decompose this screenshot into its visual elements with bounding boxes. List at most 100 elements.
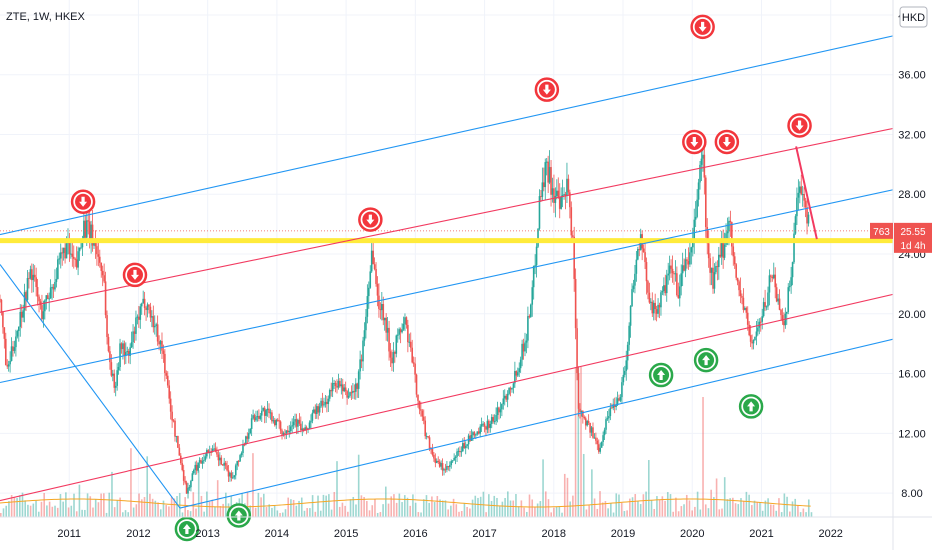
candle-body [391, 357, 393, 364]
candle-body [454, 456, 457, 459]
candle-body [647, 281, 649, 293]
volume-bar [379, 512, 382, 517]
volume-bar [420, 512, 422, 517]
volume-bar [737, 504, 740, 517]
volume-bar [677, 511, 680, 517]
volume-bar [479, 496, 482, 517]
volume-bar [78, 484, 81, 517]
candle-body [551, 188, 554, 195]
volume-bar [436, 496, 439, 517]
candle-body [571, 235, 574, 237]
candle-body [224, 462, 227, 466]
volume-bar [715, 478, 718, 517]
buy-signal-icon-arrow [182, 523, 191, 534]
volume-bar [574, 367, 577, 517]
candle-body [305, 427, 308, 430]
volume-bar [740, 498, 742, 517]
candle-body [783, 321, 785, 326]
candle-body [155, 324, 158, 326]
sell-signal-icon-arrow [79, 196, 88, 207]
candle-body [139, 306, 142, 320]
volume-bar [298, 500, 300, 517]
candle-body [123, 343, 126, 356]
candle-body [509, 388, 512, 390]
volume-bar [290, 499, 292, 517]
candle-body [657, 304, 659, 314]
volume-bar [355, 504, 357, 517]
candle-body [731, 222, 733, 247]
volume-bar [81, 509, 83, 517]
candle-body [697, 182, 700, 200]
candle-body [505, 395, 508, 400]
candle-body [587, 420, 590, 423]
candle-body [629, 306, 632, 326]
candle-body [294, 419, 296, 422]
buy-signal-icon [174, 516, 200, 542]
candle-body [424, 420, 427, 437]
currency-button[interactable]: HKD [899, 6, 928, 28]
candle-body [577, 373, 580, 409]
volume-bar [29, 505, 32, 517]
candle-body [49, 287, 52, 299]
candle-body [460, 451, 463, 453]
candle-body [806, 207, 808, 224]
candle-body [284, 432, 286, 434]
volume-bar [772, 504, 775, 517]
candle-body [554, 195, 557, 203]
candles [0, 139, 810, 499]
candle-body [33, 274, 36, 278]
volume-bar [262, 493, 265, 517]
candle-body [232, 477, 234, 479]
volume-bar [685, 494, 688, 517]
volume-bar [309, 508, 311, 517]
candle-body [615, 405, 617, 407]
candle-body [781, 315, 784, 322]
candle-body [732, 246, 735, 257]
volume-bar [328, 494, 330, 517]
x-tick-label: 2011 [57, 528, 81, 540]
candle-body [229, 472, 231, 477]
volume-bar [512, 500, 515, 517]
volume-bar [24, 500, 27, 517]
volume-badge-text: 763 [873, 227, 890, 238]
candle-body [230, 472, 233, 478]
candle-body [181, 463, 184, 471]
volume-bar [2, 508, 5, 517]
candle-body [535, 246, 538, 266]
candle-body [178, 447, 181, 456]
candle-body [23, 292, 26, 311]
candle-body [514, 371, 516, 384]
candle-body [327, 398, 330, 405]
candle-body [476, 431, 479, 435]
volume-bar [70, 505, 73, 517]
volume-bar [745, 491, 748, 517]
candle-body [457, 450, 460, 452]
volume-bar [206, 491, 208, 517]
volume-bar [387, 503, 390, 517]
candle-body [728, 220, 730, 232]
candle-body [288, 430, 291, 433]
candle-body [632, 285, 635, 290]
candle-body [193, 469, 195, 474]
sell-signal-icon [714, 129, 740, 155]
candle-body [678, 286, 681, 299]
candle-body [547, 161, 549, 183]
volume-bar [173, 498, 176, 517]
candle-body [739, 290, 742, 297]
candle-body [4, 338, 7, 366]
volume-bar [501, 501, 504, 517]
candle-body [166, 375, 169, 386]
volume-bar [403, 495, 406, 517]
trendline [0, 264, 181, 509]
candle-body [634, 273, 636, 286]
candle-body [70, 253, 72, 255]
candle-body [444, 469, 447, 471]
volume-bar [553, 507, 555, 517]
volume-bar [393, 494, 395, 517]
candle-body [450, 461, 453, 466]
volume-bar [75, 511, 78, 517]
candle-body [314, 409, 317, 414]
candle-body [353, 390, 356, 392]
candle-body [574, 278, 577, 329]
candle-body [668, 265, 671, 274]
